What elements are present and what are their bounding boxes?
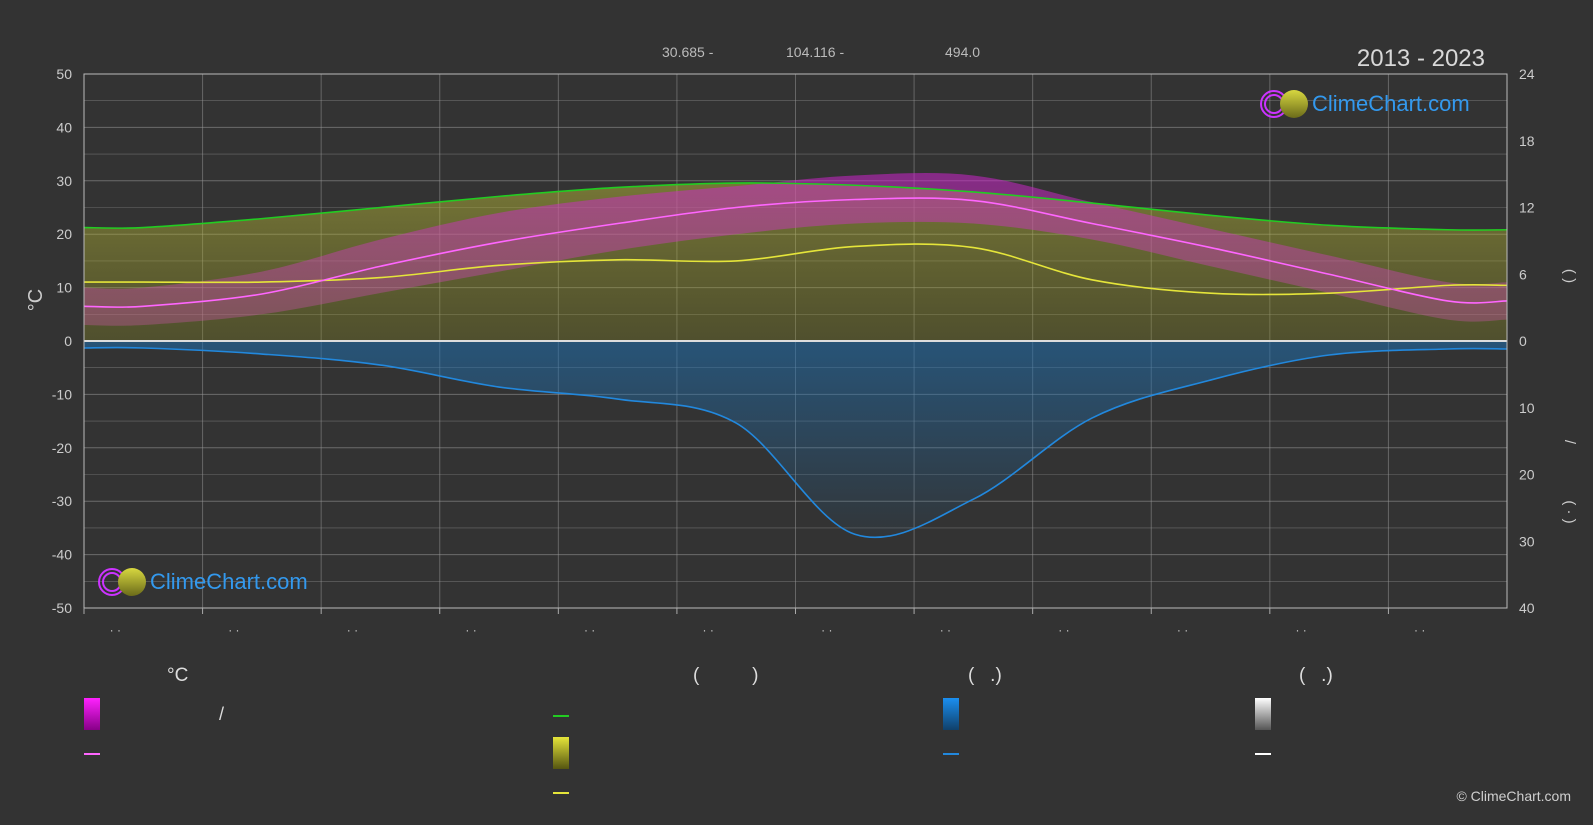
y2-precip-tick-label: 10: [1519, 400, 1535, 416]
y-tick-label: 0: [64, 333, 72, 349]
legend-daylight-swatch: [553, 715, 569, 717]
logo-top[interactable]: ClimeChart.com: [1258, 88, 1470, 120]
y2-precip-axis-label: ( · ): [1561, 500, 1578, 523]
legend-sunshine-avg-swatch: [553, 792, 569, 794]
y-tick-label: -40: [52, 547, 72, 563]
y2-hours-tick-label: 6: [1519, 266, 1527, 282]
legend-snow-avg-swatch: [1255, 753, 1271, 755]
climate-chart: 50 40 30 20 10 0 -10 -20 -30 -40 -50 24 18 12 6 0 10 20 30…: [25, 66, 1578, 637]
temperature-avg-line: [83, 197, 1508, 308]
x-tick-label: · ·: [821, 623, 832, 637]
x-tick-label: · ·: [940, 623, 951, 637]
x-tick-label: · ·: [1414, 623, 1425, 637]
sunshine-line: [84, 243, 1508, 296]
copyright: © ClimeChart.com: [1456, 788, 1571, 804]
x-tick-label: · ·: [703, 623, 714, 637]
legend-hours-title: ( ): [693, 665, 759, 686]
climechart-logo-icon: [98, 568, 146, 596]
y2-hours-tick-label: 0: [1519, 333, 1527, 349]
logo-bottom[interactable]: ClimeChart.com: [96, 566, 308, 598]
daylight-line: [83, 182, 1508, 231]
rain-area: [84, 341, 1507, 538]
legend-rain-swatch: [943, 698, 959, 730]
legend-sunshine-swatch: [553, 737, 569, 769]
legend-rain-title: ( .): [968, 665, 1002, 686]
y2-hours-axis-label: ( ): [1561, 269, 1578, 283]
legend-snow-swatch: [1255, 698, 1271, 730]
y-tick-label: -50: [52, 600, 72, 616]
latitude-text: 30.685 -: [662, 44, 714, 60]
x-tick-label: · ·: [110, 623, 121, 637]
y-tick-label: -10: [52, 386, 72, 402]
y-tick-label: -30: [52, 493, 72, 509]
x-tick-label: · ·: [1058, 623, 1069, 637]
y2-precip-tick-label: 40: [1519, 600, 1535, 616]
y-tick-label: 40: [56, 119, 72, 135]
x-tick-label: · ·: [228, 623, 239, 637]
y-tick-label: -20: [52, 440, 72, 456]
logo-text: ClimeChart.com: [1312, 91, 1470, 116]
x-tick-label: · ·: [1177, 623, 1188, 637]
elevation-text: 494.0: [945, 44, 981, 60]
x-tick-label: · ·: [347, 623, 358, 637]
legend-temp-range-swatch: [84, 698, 100, 730]
legend-snow-title: ( .): [1299, 665, 1333, 686]
y-tick-label: 50: [56, 66, 72, 82]
y2-precip-tick-label: 20: [1519, 467, 1535, 483]
year-range: 2013 - 2023: [1356, 45, 1485, 72]
y-axis-label: °C: [25, 289, 47, 311]
x-tick-label: · ·: [584, 623, 595, 637]
y2-hours-tick-label: 18: [1519, 133, 1535, 149]
y-tick-label: 30: [56, 173, 72, 189]
legend-rain-avg-swatch: [943, 753, 959, 755]
y2-precip-axis-label-sep: /: [1561, 440, 1578, 445]
y-tick-label: 20: [56, 226, 72, 242]
legend-temperature-title: °C: [167, 665, 189, 686]
rain-avg-line: [83, 346, 1508, 539]
y2-precip-tick-label: 30: [1519, 533, 1535, 549]
legend-temp-range-separator: /: [219, 704, 225, 724]
longitude-text: 104.116 -: [786, 44, 845, 60]
legend-temp-avg-swatch: [84, 753, 100, 755]
y2-hours-tick-label: 12: [1519, 200, 1535, 216]
y-tick-label: 10: [56, 280, 72, 296]
x-tick-label: · ·: [1295, 623, 1306, 637]
logo-text: ClimeChart.com: [150, 569, 308, 594]
x-tick-label: · ·: [465, 623, 476, 637]
y2-hours-tick-label: 24: [1519, 66, 1535, 82]
climechart-logo-icon: [1260, 90, 1308, 118]
